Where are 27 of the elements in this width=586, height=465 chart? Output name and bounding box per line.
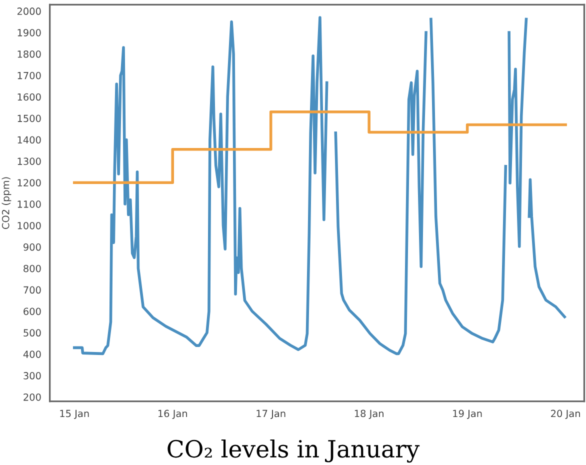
y-tick-label: 500 <box>24 329 41 337</box>
y-tick-label: 1200 <box>18 179 41 186</box>
x-tick-label: 16 Jan <box>158 410 188 419</box>
y-tick-label: 1600 <box>18 93 41 101</box>
y-tick-label: 200 <box>24 393 41 401</box>
x-tick-label: 19 Jan <box>453 410 482 419</box>
y-tick-label: 1800 <box>18 50 41 58</box>
y-tick-label: 700 <box>24 286 41 294</box>
y-tick-label: 600 <box>24 308 41 316</box>
y-tick-label: 1500 <box>18 114 41 122</box>
y-tick-label: 1400 <box>18 136 41 144</box>
y-tick-label: 1300 <box>18 158 41 165</box>
y-axis-title: CO2 (ppm) <box>2 177 12 229</box>
y-tick-label: 400 <box>23 350 41 358</box>
y-tick-label: 1700 <box>18 72 41 80</box>
y-tick-label: 2000 <box>17 8 41 15</box>
y-tick-label: 1900 <box>18 29 41 36</box>
y-tick-label: 1000 <box>18 222 41 230</box>
x-tick-label: 15 Jan <box>60 410 89 419</box>
y-tick-label: 900 <box>24 243 41 251</box>
y-tick-label: 300 <box>24 372 41 380</box>
text: CO₂ levels in January <box>168 439 420 463</box>
x-tick-label: 18 Jan <box>354 410 384 419</box>
y-tick-label: 1100 <box>18 200 41 208</box>
x-tick-label: 20 Jan <box>551 410 580 419</box>
x-tick-label: 17 Jan <box>256 410 286 419</box>
y-tick-label: 800 <box>24 264 41 272</box>
